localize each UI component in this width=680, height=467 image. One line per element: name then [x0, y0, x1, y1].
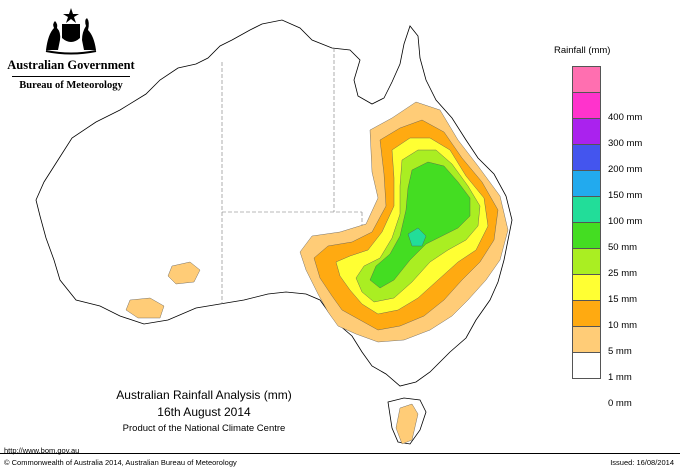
divider [12, 76, 130, 77]
rainfall-contours [125, 101, 509, 445]
legend-title: Rainfall (mm) [554, 45, 611, 56]
map-title: Australian Rainfall Analysis (mm) [116, 388, 292, 402]
legend-swatch [572, 144, 601, 170]
legend-swatch [572, 326, 601, 352]
legend-label: 5 mm [608, 346, 632, 357]
government-branding: Australian Government Bureau of Meteorol… [6, 6, 136, 91]
legend-swatch [572, 92, 601, 118]
map-producer: Product of the National Climate Centre [122, 423, 286, 434]
government-name: Australian Government [7, 58, 135, 72]
legend-swatch [572, 352, 601, 379]
legend-label: 300 mm [608, 138, 643, 149]
legend-label: 100 mm [608, 216, 643, 227]
legend-swatch [572, 170, 601, 196]
legend-swatch [572, 274, 601, 300]
legend-label: 150 mm [608, 190, 643, 201]
rainfall-legend: 400 mm 300 mm 200 mm 150 mm 100 mm 50 mm 25 mm… [572, 66, 642, 409]
legend-label: 200 mm [608, 164, 643, 175]
legend-swatch [572, 118, 601, 144]
legend-label: 0 mm [608, 398, 632, 409]
issued-date: Issued: 16/08/2014 [610, 458, 674, 467]
legend-label: 1 mm [608, 372, 632, 383]
bom-url-link[interactable]: http://www.bom.gov.au [4, 446, 80, 455]
legend-swatch [572, 300, 601, 326]
legend-label: 15 mm [608, 294, 638, 305]
legend-swatch [572, 222, 601, 248]
legend-label: 10 mm [608, 320, 638, 331]
copyright-text: © Commonwealth of Australia 2014, Austra… [4, 458, 237, 467]
legend-label: 25 mm [608, 268, 638, 279]
legend-swatch [572, 66, 601, 92]
legend-label: 50 mm [608, 242, 638, 253]
legend-swatch [572, 248, 601, 274]
coat-of-arms-icon [45, 8, 97, 55]
legend-label: 400 mm [608, 112, 643, 123]
legend-swatch [572, 196, 601, 222]
map-date: 16th August 2014 [157, 405, 251, 419]
agency-name: Bureau of Meteorology [19, 80, 123, 91]
footer-divider [0, 453, 680, 454]
